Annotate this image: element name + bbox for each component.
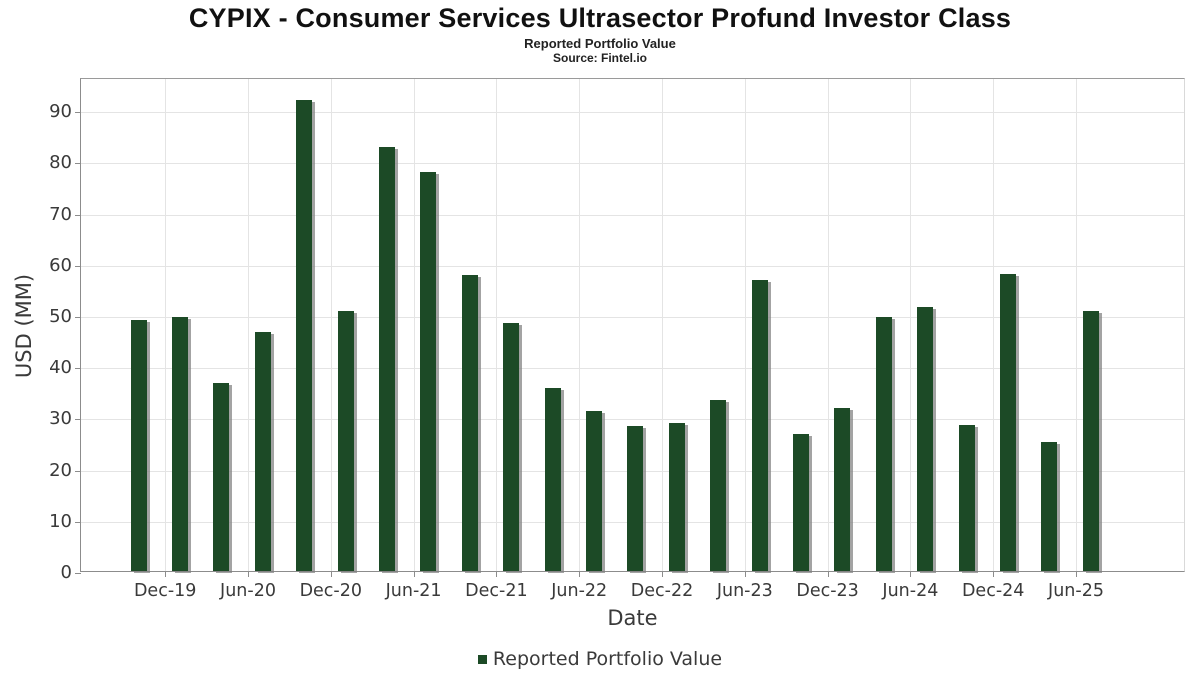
- x-tick: [910, 571, 912, 577]
- legend-swatch-icon: [477, 654, 487, 664]
- x-tick: [248, 571, 249, 577]
- x-tick: [827, 571, 829, 577]
- bar: [130, 320, 147, 571]
- x-tick: [579, 571, 581, 577]
- x-gridline: [993, 79, 995, 571]
- bar: [1041, 442, 1058, 571]
- bar: [213, 382, 230, 571]
- legend: Reported Portfolio Value: [0, 646, 1200, 672]
- bar: [1082, 311, 1099, 571]
- y-tick-label: 40: [49, 357, 72, 379]
- x-gridline: [744, 79, 746, 571]
- x-tick-label: Dec-20: [299, 581, 363, 601]
- y-tick: [75, 317, 81, 319]
- x-tick: [1076, 571, 1077, 577]
- x-axis-title: Date: [607, 606, 658, 630]
- bar: [834, 407, 851, 571]
- bar: [585, 411, 602, 571]
- y-tick: [75, 573, 81, 574]
- y-tick-label: 30: [49, 408, 72, 430]
- x-gridline: [1076, 79, 1077, 571]
- y-tick-label: 70: [49, 203, 72, 225]
- x-tick-label: Dec-19: [133, 581, 197, 601]
- bar: [171, 316, 188, 571]
- y-gridline: [81, 368, 1184, 370]
- bar: [668, 423, 685, 571]
- x-gridline: [910, 79, 912, 571]
- y-tick: [75, 163, 81, 165]
- x-tick-label: Dec-24: [961, 581, 1025, 601]
- y-tick-label: 60: [49, 254, 72, 276]
- x-tick: [662, 571, 663, 577]
- chart-title: CYPIX - Consumer Services Ultrasector Pr…: [188, 3, 1012, 33]
- bar: [958, 424, 975, 571]
- legend-label: Reported Portfolio Value: [492, 648, 723, 670]
- x-tick: [165, 571, 167, 577]
- x-tick-label: Jun-22: [551, 581, 608, 601]
- bar: [337, 310, 354, 571]
- y-gridline: [81, 163, 1184, 165]
- x-gridline: [662, 79, 663, 571]
- x-tick-label: Jun-24: [882, 581, 939, 601]
- bar: [792, 433, 809, 571]
- bar: [296, 100, 313, 571]
- bar: [627, 426, 644, 571]
- y-tick: [75, 419, 81, 421]
- bar: [875, 316, 892, 571]
- y-tick: [75, 368, 81, 370]
- bar: [461, 274, 478, 571]
- y-gridline: [81, 317, 1184, 319]
- bar: [544, 387, 561, 571]
- x-gridline: [827, 79, 829, 571]
- x-tick-label: Dec-21: [465, 581, 528, 601]
- bar: [999, 274, 1016, 571]
- chart-source: Source: Fintel.io: [552, 51, 647, 65]
- x-tick: [496, 571, 498, 577]
- y-tick-label: 20: [49, 459, 72, 481]
- x-gridline: [496, 79, 498, 571]
- x-gridline: [165, 79, 167, 571]
- x-tick-label: Jun-21: [385, 581, 442, 601]
- bar: [917, 307, 934, 571]
- y-tick: [75, 265, 81, 267]
- bar: [503, 322, 520, 571]
- x-tick: [744, 571, 746, 577]
- x-tick-label: Dec-22: [630, 581, 694, 601]
- y-gridline: [81, 112, 1184, 114]
- y-gridline: [81, 419, 1184, 421]
- y-tick: [75, 214, 81, 216]
- y-tick: [75, 470, 81, 472]
- y-tick-label: 80: [49, 152, 72, 174]
- bar: [710, 400, 727, 571]
- x-gridline: [413, 79, 415, 571]
- bar: [378, 146, 395, 571]
- y-tick-label: 90: [49, 101, 72, 123]
- x-tick-label: Jun-20: [220, 581, 276, 601]
- x-gridline: [248, 79, 249, 571]
- x-tick-label: Jun-25: [1048, 581, 1104, 601]
- chart-subtitle: Reported Portfolio Value: [524, 36, 676, 51]
- y-tick-label: 0: [60, 562, 72, 583]
- x-tick: [413, 571, 415, 577]
- y-tick: [75, 521, 81, 523]
- x-tick: [330, 571, 332, 577]
- y-gridline: [81, 214, 1184, 216]
- x-gridline: [330, 79, 332, 571]
- plot-area: 0 10 20 30 40 50 60 70 80 90 Dec-19 Jun-20 Dec-20 Jun…: [49, 78, 1185, 601]
- y-tick: [75, 112, 81, 114]
- y-tick-label: 10: [49, 510, 72, 532]
- x-tick-label: Dec-23: [796, 581, 859, 601]
- y-gridline: [81, 265, 1184, 267]
- x-tick: [993, 571, 995, 577]
- bar: [254, 332, 271, 571]
- x-tick-label: Jun-23: [716, 581, 773, 601]
- bar: [751, 279, 768, 571]
- y-tick-label: 50: [49, 306, 72, 328]
- x-gridline: [579, 79, 581, 571]
- bar: [420, 171, 437, 571]
